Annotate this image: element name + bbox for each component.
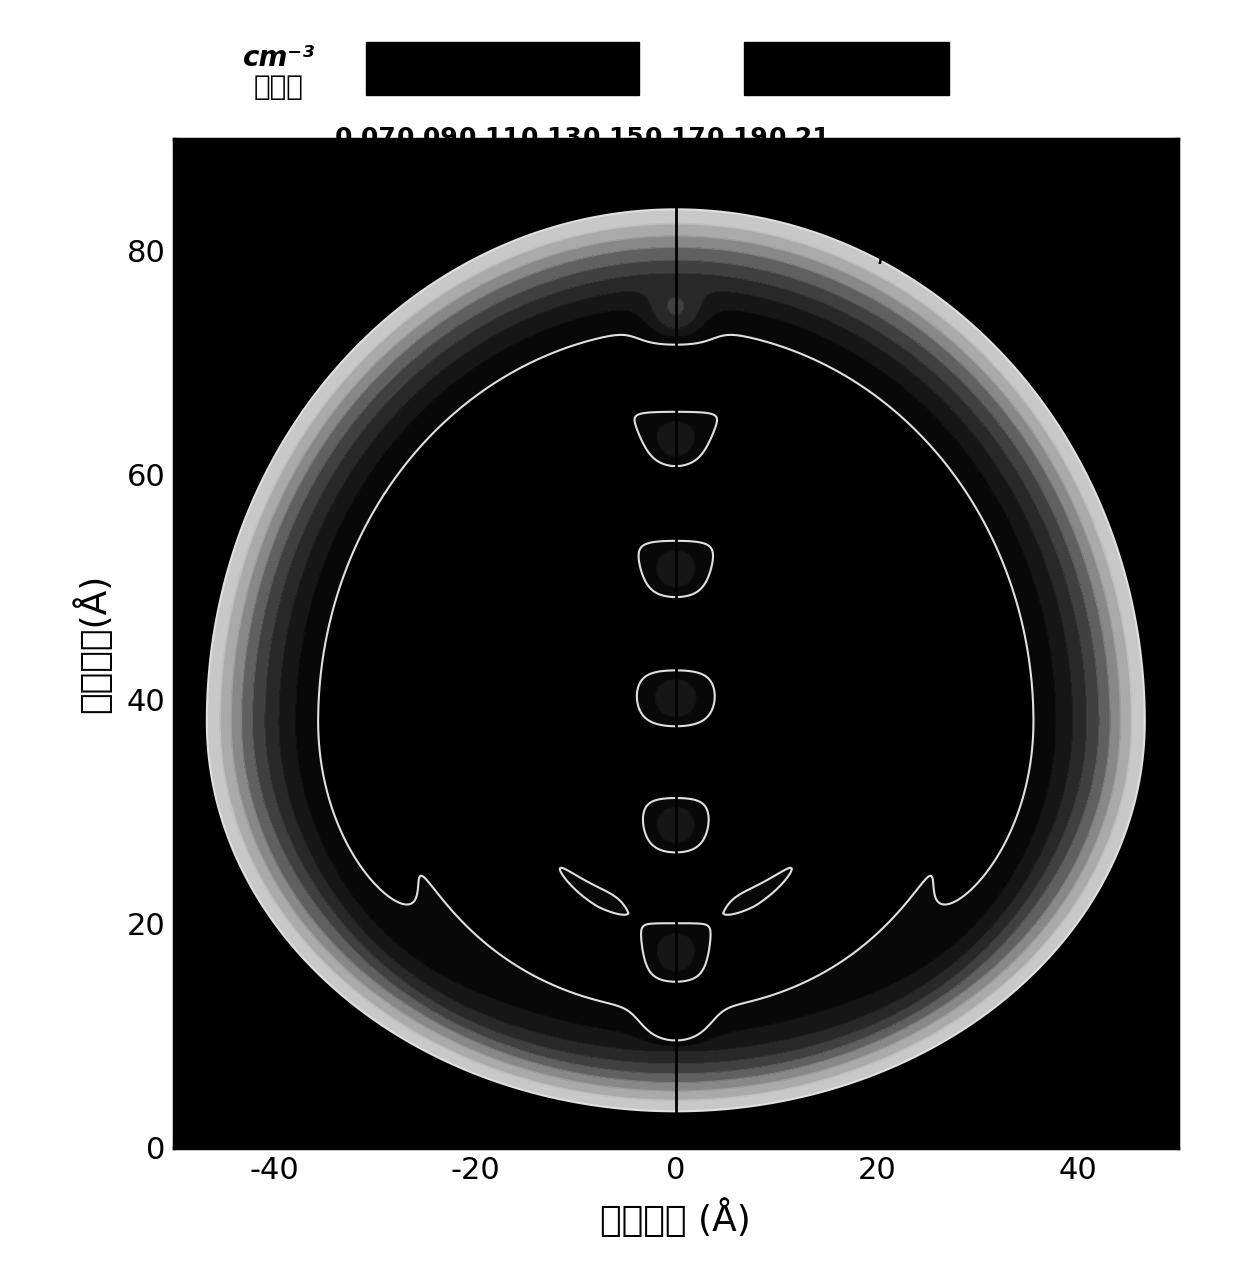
X-axis label: 湿润长度 (Å): 湿润长度 (Å)	[600, 1199, 751, 1238]
Text: (a): (a)	[213, 179, 285, 222]
Text: 0.13: 0.13	[521, 126, 583, 150]
Text: cm⁻³: cm⁻³	[243, 43, 315, 72]
Y-axis label: 液滴高度(Å): 液滴高度(Å)	[73, 574, 113, 712]
Text: 0.15: 0.15	[583, 126, 645, 150]
Text: $\rho_{\rm N}$$\bf{ = 0.05}$: $\rho_{\rm N}$$\bf{ = 0.05}$	[877, 235, 1019, 266]
Text: 0.11: 0.11	[459, 126, 521, 150]
Text: 数密度: 数密度	[254, 73, 304, 101]
Text: 0.07: 0.07	[335, 126, 397, 150]
Text: 0.19: 0.19	[707, 126, 769, 150]
Text: 0.17: 0.17	[645, 126, 707, 150]
Text: 0.21: 0.21	[769, 126, 831, 150]
Text: 0.09: 0.09	[397, 126, 459, 150]
